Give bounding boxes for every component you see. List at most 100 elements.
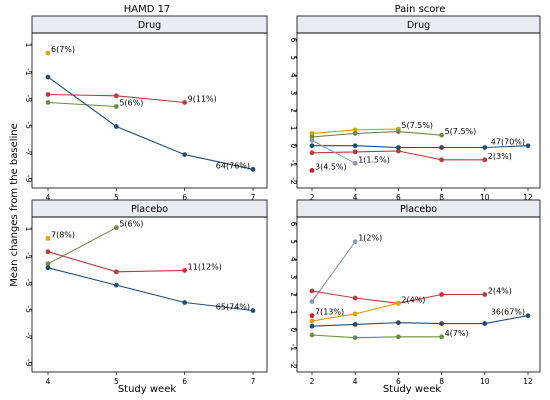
plot-frame [31, 216, 268, 373]
data-point [45, 265, 51, 271]
strip-title: Drug [138, 20, 161, 31]
series-0 [309, 239, 358, 304]
series-line [47, 76, 254, 170]
data-point [309, 150, 315, 156]
data-label: 1(1.5%) [358, 155, 390, 164]
y-tick-label: -1 [24, 252, 33, 260]
data-point [309, 130, 315, 136]
x-tick-label: 4 [353, 377, 358, 386]
series-line [47, 267, 254, 312]
y-tick-label: -1 [289, 160, 298, 168]
data-label: 2(4%) [488, 287, 512, 296]
y-tick-label: 1 [24, 43, 33, 48]
data-point [352, 127, 358, 133]
x-tick-label: 12 [523, 377, 533, 386]
y-tick-label: -1 [24, 68, 33, 76]
x-tick-label: 4 [353, 193, 358, 202]
series-3 [45, 74, 256, 172]
x-axis-title-right: Study week [383, 384, 442, 395]
data-point [396, 145, 401, 150]
x-tick-label: 2 [310, 377, 315, 386]
series-3 [309, 143, 531, 150]
data-point [352, 322, 358, 327]
data-point [182, 152, 188, 157]
series-2 [45, 100, 119, 109]
data-label: 5(6%) [119, 220, 143, 229]
data-label: 6(7%) [51, 45, 75, 54]
data-point [113, 104, 119, 109]
series-2 [309, 300, 401, 324]
data-point [352, 311, 358, 317]
y-tick-label: -2 [289, 177, 298, 185]
data-point [309, 299, 315, 304]
y-tick-label: -3 [24, 95, 33, 103]
data-label: 5(7.5%) [445, 127, 477, 136]
data-point [352, 295, 358, 301]
data-label: 3(4.5%) [315, 162, 347, 171]
x-tick-label: 8 [439, 193, 444, 202]
data-point [396, 334, 401, 340]
y-tick-label: 3 [289, 274, 298, 279]
x-tick-label: 5 [114, 193, 119, 202]
y-tick-label: -5 [24, 305, 33, 313]
data-point [182, 100, 188, 105]
y-tick-label: 2 [289, 292, 298, 297]
data-label: 7(8%) [51, 230, 75, 239]
series-line [311, 315, 529, 327]
x-tick-label: 6 [396, 193, 401, 202]
data-label: 9(11%) [188, 94, 217, 103]
data-point [439, 321, 444, 326]
x-tick-label: 7 [251, 377, 256, 386]
series-line [312, 145, 529, 149]
data-point [482, 157, 488, 163]
series-3 [45, 265, 256, 313]
y-tick-label: -2 [289, 361, 298, 369]
data-point [45, 50, 51, 56]
y-tick-label: 5 [289, 239, 298, 244]
data-point [439, 157, 444, 163]
y-tick-label: -7 [24, 148, 33, 156]
data-point [309, 288, 315, 294]
data-point [309, 134, 315, 140]
y-tick-label: 1 [24, 227, 33, 232]
y-tick-label: 2 [289, 108, 298, 113]
x-tick-label: 2 [310, 193, 315, 202]
data-point [309, 167, 315, 173]
data-label: 65(74%) [216, 303, 250, 312]
data-point [45, 249, 51, 255]
strip-title: Placebo [400, 204, 437, 215]
strip-title: Placebo [131, 204, 168, 215]
x-tick-label: 6 [182, 193, 187, 202]
y-tick-label: 3 [289, 90, 298, 95]
series-1 [45, 92, 188, 105]
data-point [309, 313, 315, 319]
data-label: 7(13%) [315, 308, 344, 317]
data-point [396, 148, 401, 154]
panels: Drug 1 -1 -3 -5 -7 -9 4 5 6 7 6(7%) 5(6%) 9(11%) 64(76… [24, 15, 541, 386]
data-label: 11(12%) [188, 262, 222, 271]
series-0 [45, 50, 51, 56]
y-tick-label: -9 [24, 359, 33, 367]
series-2 [309, 148, 488, 163]
series-1 [45, 225, 119, 267]
strip-title: Drug [407, 20, 430, 31]
data-label: 1(2%) [358, 234, 382, 243]
data-point [439, 334, 444, 340]
series-line [311, 241, 356, 302]
series-line [47, 101, 117, 108]
data-point [309, 323, 315, 329]
data-point [182, 300, 188, 305]
data-label: 5(6%) [119, 98, 143, 107]
data-point [250, 166, 256, 172]
data-label: 4(7%) [445, 329, 469, 338]
data-point [439, 132, 444, 138]
data-point [113, 225, 119, 231]
data-point [352, 130, 358, 136]
y-tick-label: 1 [289, 310, 298, 315]
data-point [182, 268, 188, 273]
data-point [396, 300, 401, 306]
data-point [45, 261, 51, 267]
data-point [113, 269, 119, 275]
data-point [45, 92, 51, 97]
